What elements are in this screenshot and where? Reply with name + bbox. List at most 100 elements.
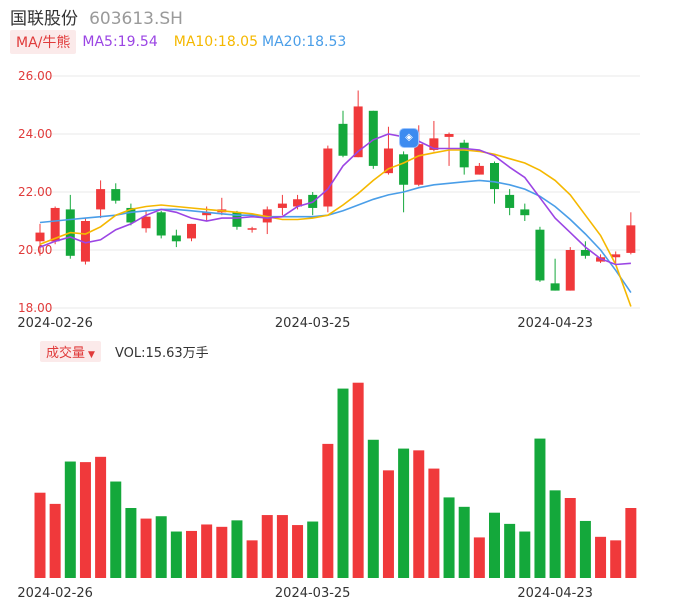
candle-body xyxy=(126,207,136,223)
volume-bar xyxy=(458,506,470,578)
candle-body xyxy=(35,232,45,242)
volume-bar xyxy=(292,525,304,578)
candle-body xyxy=(399,154,409,185)
candle-body xyxy=(520,209,530,216)
volume-button-label: 成交量 xyxy=(46,345,86,361)
candle-body xyxy=(277,203,287,208)
volume-bar xyxy=(261,515,273,578)
candle-body xyxy=(323,148,333,207)
stock-code: 603613.SH xyxy=(89,9,183,29)
volume-bar xyxy=(337,388,349,578)
candle-body xyxy=(338,123,348,156)
candle-body xyxy=(459,142,469,168)
volume-bar xyxy=(231,520,243,578)
volume-bar xyxy=(64,461,76,578)
volume-value-label: VOL:15.63万手 xyxy=(114,345,209,361)
volume-indicator-button[interactable]: 成交量 ▼ xyxy=(40,340,101,362)
candle-body xyxy=(535,229,545,281)
stock-header: 国联股份 603613.SH xyxy=(10,4,183,29)
ma-indicator-button[interactable]: MA/牛熊 xyxy=(10,30,77,54)
volume-bar xyxy=(473,537,485,578)
candle-body xyxy=(474,165,484,175)
volume-bar xyxy=(352,382,364,578)
candle-body xyxy=(50,207,60,242)
candle-body xyxy=(187,223,196,239)
volume-bar xyxy=(95,456,107,578)
volume-x-tick-label: 2024-03-25 xyxy=(275,586,351,601)
candle-body xyxy=(550,283,560,291)
y-tick-label: 24.00 xyxy=(18,127,52,141)
candle-body xyxy=(202,212,212,216)
volume-bar xyxy=(413,450,425,578)
y-tick-label: 18.00 xyxy=(18,301,52,315)
volume-bar xyxy=(579,520,591,578)
volume-x-tick-label: 2024-04-23 xyxy=(517,586,593,601)
candle-body xyxy=(490,163,499,190)
volume-bar xyxy=(276,515,288,578)
candle-body xyxy=(293,199,303,207)
ma5-label: MA5:19.54 xyxy=(82,34,158,50)
ma10-line xyxy=(39,149,632,307)
volume-bar xyxy=(549,490,561,578)
volume-legend-bar: 成交量 ▼ VOL:15.63万手 xyxy=(40,340,209,362)
volume-bar xyxy=(155,516,167,578)
volume-bar xyxy=(382,470,394,578)
ma5-line xyxy=(39,133,631,266)
volume-bar xyxy=(322,443,334,578)
candle-body xyxy=(580,250,590,256)
volume-x-tick-label: 2024-02-26 xyxy=(17,586,93,601)
volume-bar xyxy=(34,492,46,578)
candle-body xyxy=(247,228,257,230)
candle-body xyxy=(141,216,151,229)
volume-bar xyxy=(201,524,213,578)
candle-body xyxy=(368,110,378,166)
volume-bar xyxy=(534,438,546,578)
x-tick-label: 2024-02-26 xyxy=(17,316,93,331)
volume-bar xyxy=(49,503,61,578)
volume-bar xyxy=(504,523,516,578)
volume-bar xyxy=(489,512,500,578)
volume-bar xyxy=(246,540,258,578)
caret-down-icon: ▼ xyxy=(88,349,95,360)
candle-body xyxy=(111,189,121,201)
volume-bar xyxy=(367,439,379,578)
candle-body xyxy=(353,106,363,158)
candle-body xyxy=(171,235,181,242)
volume-bar xyxy=(625,508,637,578)
candle-body xyxy=(429,138,439,150)
candle-body xyxy=(626,225,636,253)
candle-body xyxy=(414,144,424,185)
stock-name: 国联股份 xyxy=(10,9,78,29)
candle-body xyxy=(505,194,515,208)
candle-body xyxy=(444,134,454,137)
volume-bar xyxy=(519,531,531,578)
ma10-label: MA10:18.05 xyxy=(173,34,259,50)
volume-bar xyxy=(216,526,228,578)
volume-bar xyxy=(564,498,576,578)
volume-bar xyxy=(428,468,440,578)
volume-bar xyxy=(443,497,455,578)
x-tick-label: 2024-04-23 xyxy=(517,316,593,331)
y-tick-label: 22.00 xyxy=(18,185,52,199)
volume-bar xyxy=(610,540,622,578)
volume-bar xyxy=(110,481,122,578)
ma20-label: MA20:18.53 xyxy=(262,34,347,50)
candle-body xyxy=(96,189,106,210)
candle-body xyxy=(565,250,575,291)
volume-bar xyxy=(398,448,410,578)
event-marker-icon[interactable]: ◈ xyxy=(400,129,418,147)
volume-bar xyxy=(170,531,182,578)
volume-bar xyxy=(307,521,319,578)
ma-legend-bar: MA/牛熊 MA5:19.54 MA10:18.05 MA20:18.53 xyxy=(10,30,350,54)
volume-bar xyxy=(186,530,197,578)
candle-body xyxy=(383,148,393,174)
volume-bar xyxy=(595,536,607,578)
y-tick-label: 26.00 xyxy=(18,69,52,83)
volume-bar xyxy=(79,462,91,578)
ma20-line xyxy=(39,179,632,294)
volume-bar xyxy=(125,508,137,578)
candle-body xyxy=(156,212,166,236)
x-tick-label: 2024-03-25 xyxy=(275,316,351,331)
candle-body xyxy=(80,221,90,262)
